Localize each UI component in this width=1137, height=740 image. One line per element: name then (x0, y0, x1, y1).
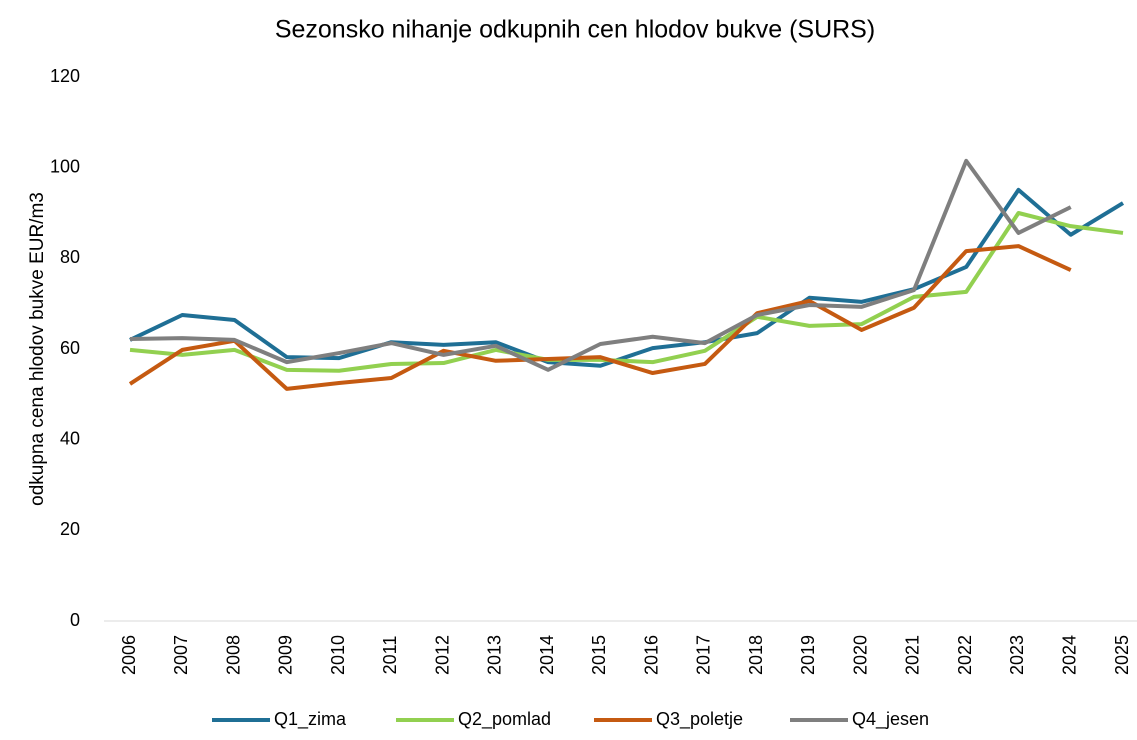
y-tick-label: 60 (60, 338, 80, 358)
x-tick-label: 2016 (641, 635, 661, 675)
x-tick-label: 2015 (589, 635, 609, 675)
line-series (129, 211, 1124, 373)
y-axis-label: odkupna cena hlodov bukve EUR/m3 (27, 192, 48, 506)
legend-label: Q3_poletje (656, 709, 743, 730)
line-series (128, 244, 1072, 391)
x-tick-label: 2021 (903, 635, 923, 675)
line-series (129, 158, 1072, 372)
legend-label: Q2_pomlad (458, 709, 551, 730)
legend-label: Q1_zima (274, 709, 347, 730)
x-tick-label: 2017 (694, 635, 714, 675)
x-tick-label: 2010 (328, 635, 348, 675)
chart-title: Sezonsko nihanje odkupnih cen hlodov buk… (275, 16, 875, 44)
x-tick-label: 2018 (746, 635, 766, 675)
x-tick-label: 2023 (1007, 635, 1027, 675)
x-tick-label: 2022 (955, 635, 975, 675)
x-tick-label: 2008 (223, 635, 243, 675)
x-tick-label: 2009 (276, 635, 296, 675)
y-tick-label: 40 (60, 428, 80, 448)
y-tick-label: 20 (60, 519, 80, 539)
x-tick-label: 2020 (850, 635, 870, 675)
y-tick-label: 80 (60, 247, 80, 267)
x-tick-label: 2012 (432, 635, 452, 675)
legend-label: Q4_jesen (852, 709, 929, 730)
x-tick-label: 2011 (380, 636, 400, 675)
x-tick-label: 2024 (1059, 635, 1079, 675)
y-tick-label: 100 (50, 156, 80, 176)
x-tick-label: 2014 (537, 635, 557, 675)
x-tick-label: 2013 (485, 635, 505, 675)
line-series (129, 187, 1125, 368)
x-tick-label: 2025 (1112, 635, 1132, 675)
x-tick-label: 2019 (798, 635, 818, 675)
x-tick-label: 2007 (171, 635, 191, 675)
y-tick-label: 0 (70, 610, 80, 630)
y-tick-label: 120 (50, 66, 80, 86)
x-tick-label: 2006 (119, 635, 139, 675)
